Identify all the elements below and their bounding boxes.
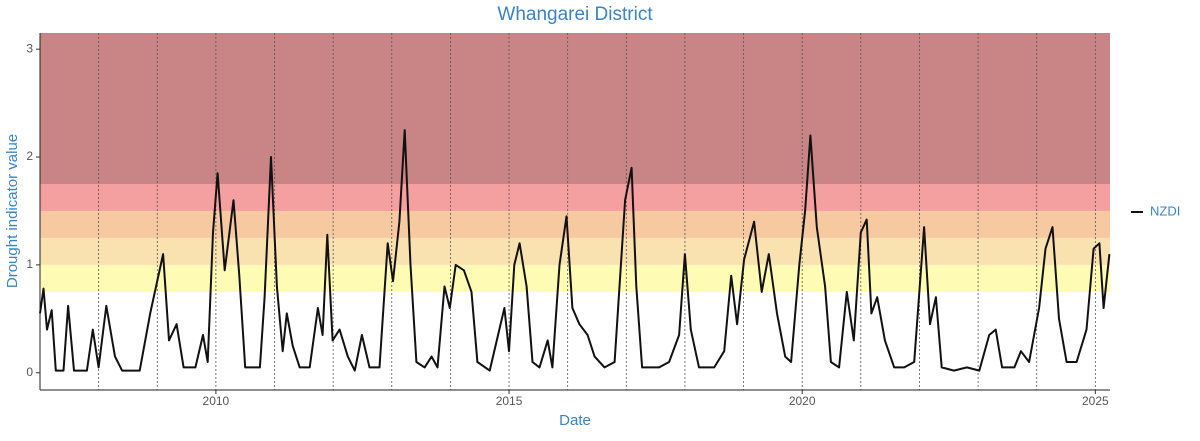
threshold-band	[40, 264, 1110, 292]
y-tick-label: 2	[26, 149, 33, 163]
threshold-band	[40, 33, 1110, 184]
x-axis-label: Date	[559, 412, 591, 429]
x-tick-label: 2020	[789, 394, 816, 408]
threshold-band	[40, 183, 1110, 211]
threshold-band	[40, 237, 1110, 265]
x-tick-label: 2015	[496, 394, 523, 408]
y-tick-label: 3	[26, 41, 33, 55]
x-tick-label: 2025	[1082, 394, 1109, 408]
y-tick-label: 1	[26, 257, 33, 271]
chart-title: Whangarei District	[497, 4, 653, 25]
y-tick-label: 0	[26, 365, 33, 379]
data-line	[39, 129, 1111, 372]
x-tick-label: 2010	[203, 394, 230, 408]
threshold-band	[40, 210, 1110, 238]
y-axis-label: Drought indicator value	[4, 134, 21, 288]
legend-label: NZDI	[1150, 203, 1180, 218]
